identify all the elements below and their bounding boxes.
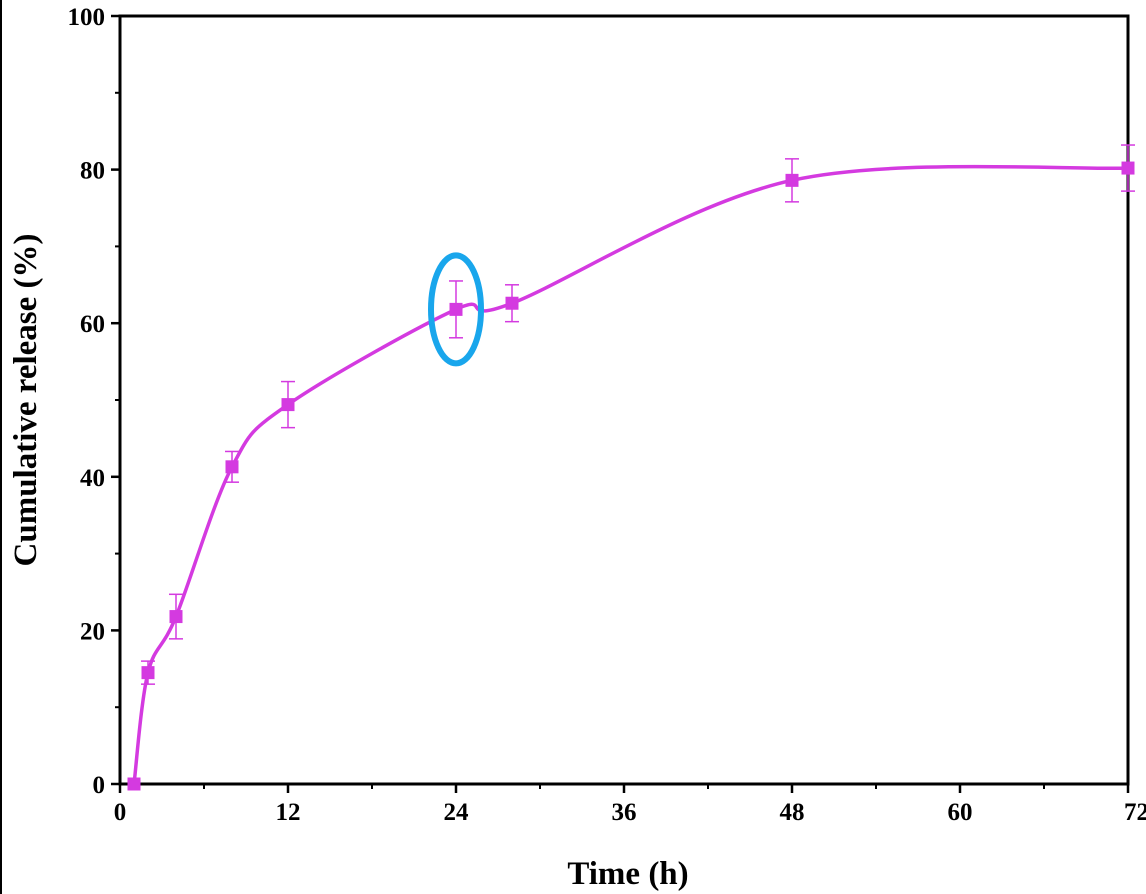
error-bars xyxy=(141,144,1135,685)
x-tick-label-36: 36 xyxy=(612,799,637,826)
data-point-marker xyxy=(505,296,519,310)
y-tick-label-20: 20 xyxy=(80,618,105,645)
y-tick-label-40: 40 xyxy=(80,465,105,492)
x-tick-label-0: 0 xyxy=(114,799,127,826)
x-tick-label-24: 24 xyxy=(444,799,470,826)
data-point-marker xyxy=(127,777,141,791)
x-axis-title: Time (h) xyxy=(567,856,688,892)
data-point-marker xyxy=(225,460,239,474)
ticks xyxy=(111,14,1130,793)
x-tick-label-48: 48 xyxy=(780,799,805,826)
y-tick-label-80: 80 xyxy=(80,158,105,185)
data-point-marker xyxy=(1121,161,1135,175)
plot-frame xyxy=(118,14,1130,786)
data-point-marker xyxy=(141,666,155,680)
x-tick-label-12: 12 xyxy=(276,799,301,826)
data-point-marker xyxy=(169,610,183,624)
y-tick-label-100: 100 xyxy=(68,4,106,31)
y-tick-label-0: 0 xyxy=(93,772,106,799)
release-curve xyxy=(132,164,1129,785)
axes xyxy=(118,14,1130,786)
data-point-marker xyxy=(281,398,295,412)
x-tick-label-60: 60 xyxy=(948,799,973,826)
y-tick-label-60: 60 xyxy=(80,311,105,338)
tick-labels: 0 12 24 36 48 60 72 0 20 40 60 80 100 xyxy=(68,4,1146,826)
data-point-marker xyxy=(449,302,463,316)
y-axis-title: Cumulative release (%) xyxy=(8,234,44,567)
x-tick-label-72: 72 xyxy=(1124,799,1146,826)
data-markers xyxy=(127,161,1135,791)
data-point-marker xyxy=(785,173,799,187)
left-border xyxy=(0,0,2,894)
highlight-ellipse xyxy=(428,252,484,367)
